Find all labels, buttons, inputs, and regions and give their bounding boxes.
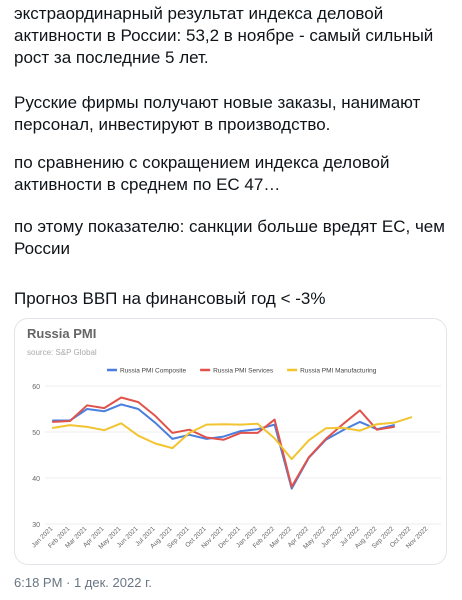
series-line <box>52 396 395 488</box>
series-line <box>52 403 395 490</box>
chart-card[interactable]: Russia PMI source: S&P Global 30 40 50 60 Ja… <box>14 318 447 565</box>
tweet-paragraph: Прогноз ВВП на финансовый год < -3% <box>14 289 326 308</box>
y-tick-label: 60 <box>32 384 40 391</box>
tweet-paragraph: экстраординарный результат индекса делов… <box>14 4 434 67</box>
tweet-paragraph: Русские фирмы получают новые заказы, нан… <box>14 93 421 134</box>
chart-title: Russia PMI <box>27 326 96 341</box>
tweet-paragraph: по сравнению с сокращением индекса делов… <box>14 153 390 194</box>
y-tick-label: 40 <box>32 476 40 483</box>
tweet-paragraph: по этому показателю: санкции больше вред… <box>14 217 445 258</box>
y-tick-label: 50 <box>32 430 40 437</box>
chart-subtitle: source: S&P Global <box>27 348 97 357</box>
timestamp: 6:18 PM · 1 дек. 2022 г. <box>14 575 152 590</box>
series-line <box>52 416 413 461</box>
chart: Russia PMI source: S&P Global 30405060Ja… <box>27 326 441 551</box>
y-tick-label: 30 <box>32 522 40 529</box>
legend-label: Russia PMI Services <box>213 368 274 375</box>
legend-label: Russia PMI Composite <box>120 368 186 375</box>
legend-label: Russia PMI Manufacturing <box>300 368 377 375</box>
